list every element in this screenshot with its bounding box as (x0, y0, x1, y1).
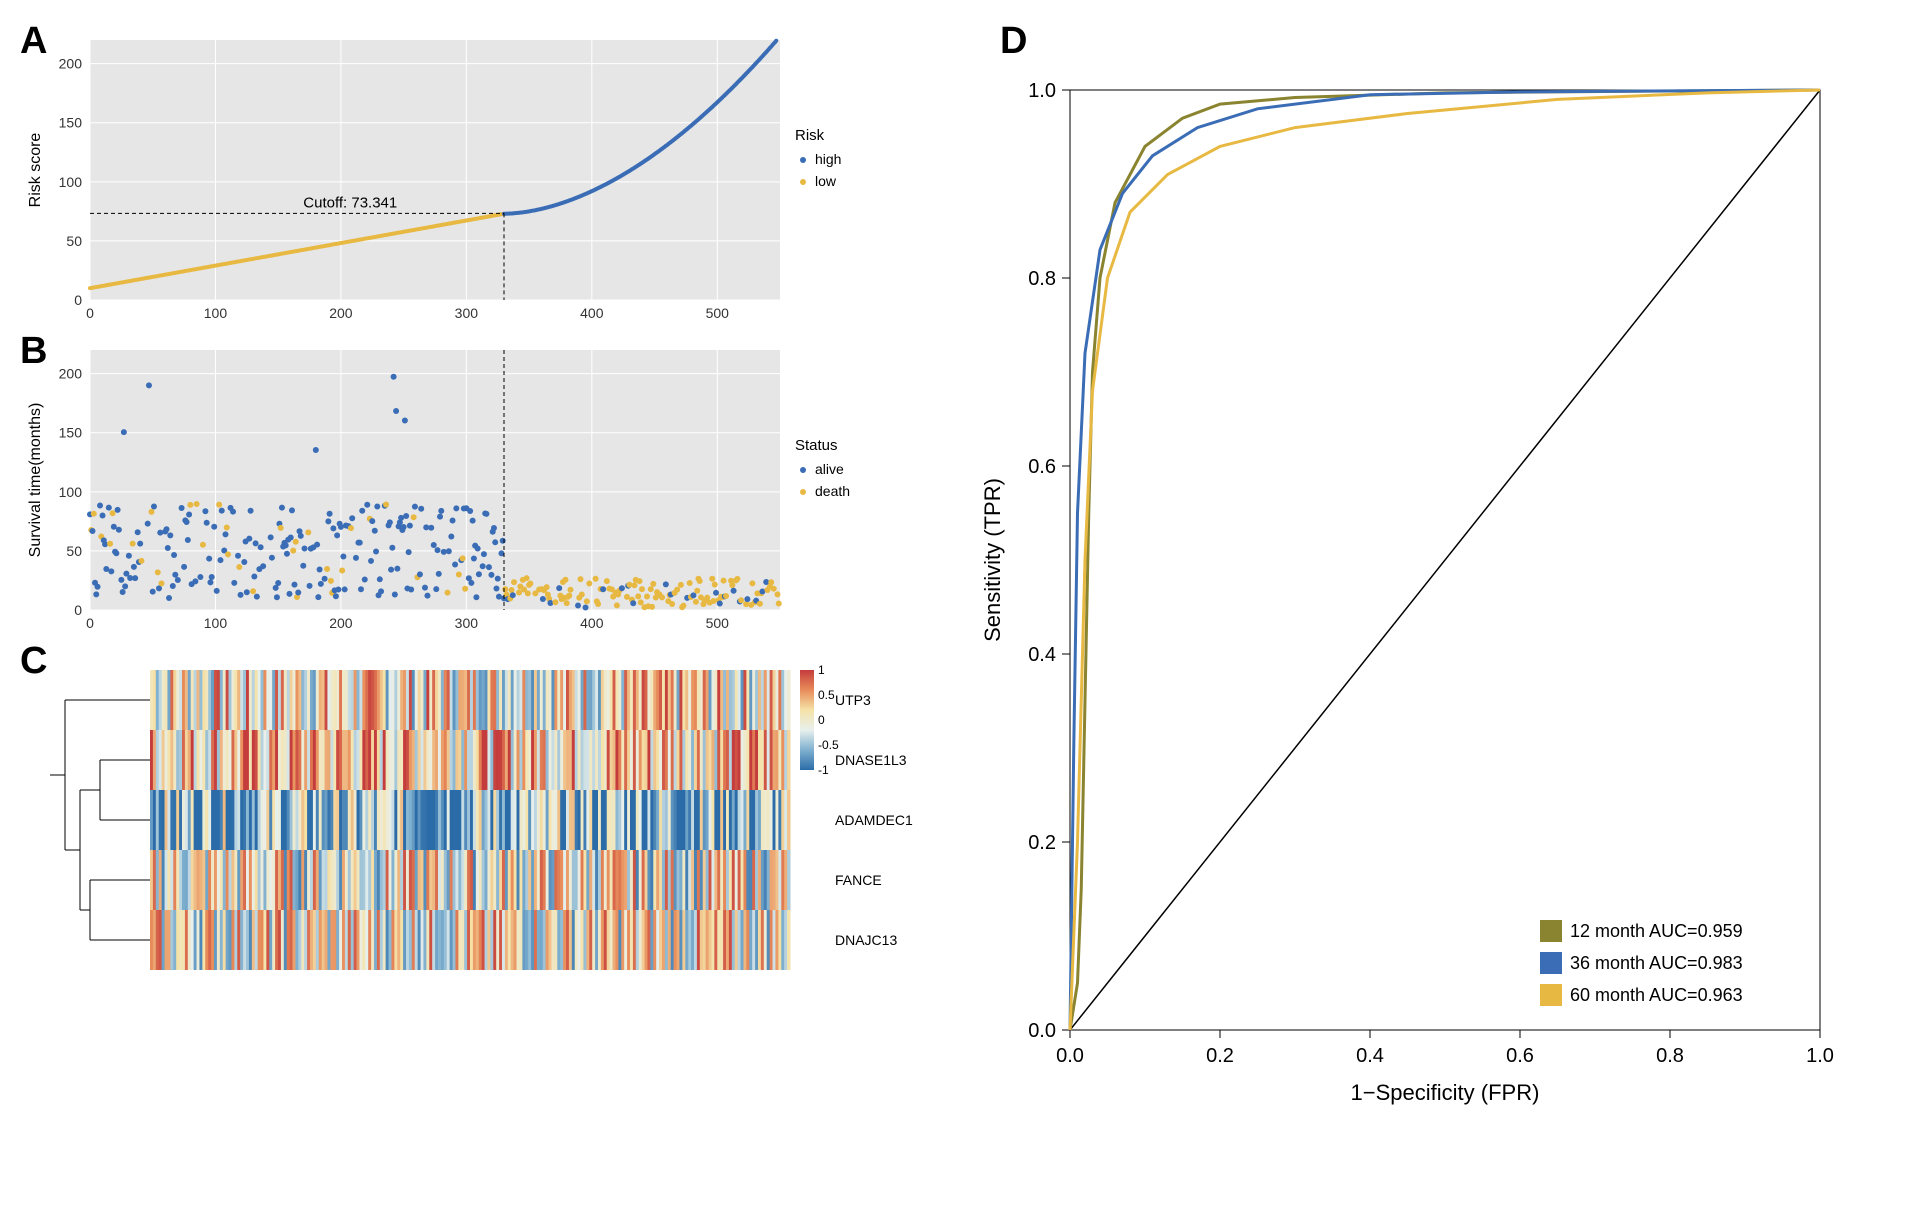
svg-text:Survival time(months): Survival time(months) (27, 403, 44, 558)
svg-text:100: 100 (204, 615, 228, 631)
panel-c-label: C (20, 640, 47, 683)
svg-text:Cutoff: 73.341: Cutoff: 73.341 (303, 194, 397, 211)
svg-text:50: 50 (66, 543, 82, 559)
svg-text:100: 100 (59, 484, 83, 500)
svg-text:Risk: Risk (795, 127, 825, 144)
panel-d-label: D (1000, 20, 1027, 63)
svg-text:1−Specificity (FPR): 1−Specificity (FPR) (1351, 1080, 1540, 1105)
svg-text:DNAJC13: DNAJC13 (835, 932, 897, 948)
svg-text:100: 100 (204, 305, 228, 321)
svg-text:300: 300 (455, 615, 479, 631)
svg-text:0.5: 0.5 (818, 688, 835, 702)
svg-text:high: high (815, 151, 841, 167)
svg-text:Status: Status (795, 437, 838, 454)
svg-text:50: 50 (66, 233, 82, 249)
svg-text:0: 0 (818, 713, 825, 727)
svg-text:low: low (815, 173, 837, 189)
svg-text:FANCE: FANCE (835, 872, 882, 888)
svg-text:alive: alive (815, 461, 844, 477)
svg-text:400: 400 (580, 305, 604, 321)
panel-b-label: B (20, 330, 47, 373)
svg-text:500: 500 (706, 615, 730, 631)
panel-d: D 0.0 0.2 0.4 0.6 0.8 1.0 0.0 0.2 0.4 0.6 0.8 1.0 1−… (960, 20, 1860, 1120)
svg-text:0.6: 0.6 (1028, 456, 1056, 478)
svg-text:0.0: 0.0 (1028, 1020, 1056, 1042)
svg-text:60 month AUC=0.963: 60 month AUC=0.963 (1570, 985, 1743, 1005)
svg-text:-1: -1 (818, 763, 829, 777)
panel-c: C UTP3 DNASE1L3 ADAMDEC1 FANCE DNAJC13 -1 -0.5… (20, 640, 920, 980)
svg-text:1.0: 1.0 (1028, 80, 1056, 102)
svg-text:150: 150 (59, 115, 83, 131)
svg-text:0.8: 0.8 (1028, 268, 1056, 290)
svg-text:DNASE1L3: DNASE1L3 (835, 752, 907, 768)
svg-text:0.6: 0.6 (1506, 1045, 1534, 1067)
svg-text:death: death (815, 483, 850, 499)
svg-text:150: 150 (59, 425, 83, 441)
panel-a: A 0 100 200 300 400 500 0 50 100 150 200 Cutoff: 73… (20, 20, 920, 330)
svg-text:0.0: 0.0 (1056, 1045, 1084, 1067)
svg-text:0.4: 0.4 (1028, 644, 1056, 666)
svg-text:0.2: 0.2 (1028, 832, 1056, 854)
svg-text:0.4: 0.4 (1356, 1045, 1384, 1067)
svg-text:200: 200 (59, 56, 83, 72)
svg-text:1: 1 (818, 663, 825, 677)
svg-text:0: 0 (86, 615, 94, 631)
svg-text:36 month AUC=0.983: 36 month AUC=0.983 (1570, 953, 1743, 973)
svg-text:500: 500 (706, 305, 730, 321)
panel-b: B 0 100 200 300 400 500 0 50 100 150 200 Survival t… (20, 330, 920, 640)
svg-text:200: 200 (329, 615, 353, 631)
svg-text:12 month AUC=0.959: 12 month AUC=0.959 (1570, 921, 1743, 941)
svg-text:0.8: 0.8 (1656, 1045, 1684, 1067)
svg-text:0: 0 (74, 292, 82, 308)
svg-text:0.2: 0.2 (1206, 1045, 1234, 1067)
svg-text:ADAMDEC1: ADAMDEC1 (835, 812, 913, 828)
svg-text:1.0: 1.0 (1806, 1045, 1834, 1067)
svg-text:Sensitivity (TPR): Sensitivity (TPR) (980, 478, 1005, 642)
svg-text:300: 300 (455, 305, 479, 321)
svg-text:0: 0 (86, 305, 94, 321)
svg-text:200: 200 (329, 305, 353, 321)
svg-text:100: 100 (59, 174, 83, 190)
svg-text:400: 400 (580, 615, 604, 631)
svg-text:Risk score: Risk score (27, 133, 44, 208)
svg-text:UTP3: UTP3 (835, 692, 871, 708)
svg-text:200: 200 (59, 366, 83, 382)
svg-text:0: 0 (74, 602, 82, 618)
panel-a-label: A (20, 20, 47, 63)
svg-text:-0.5: -0.5 (818, 738, 839, 752)
